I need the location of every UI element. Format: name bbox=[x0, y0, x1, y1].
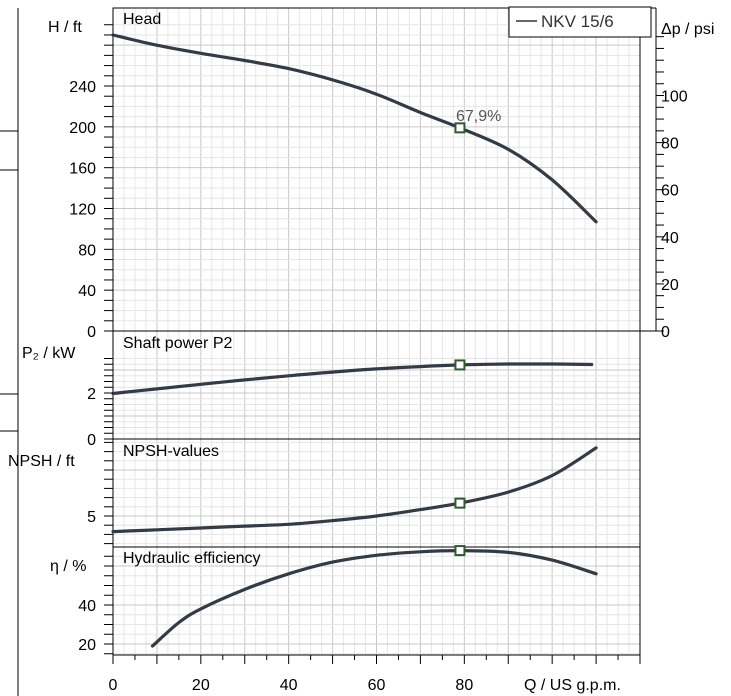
x-tick-label: 80 bbox=[455, 677, 473, 694]
x-axis-label: Q / US g.p.m. bbox=[524, 677, 621, 694]
x-tick-label: 0 bbox=[109, 677, 118, 694]
curves-layer bbox=[111, 33, 598, 648]
head-curve bbox=[111, 33, 598, 224]
x-tick-label: 40 bbox=[280, 677, 298, 694]
power-duty-point-marker bbox=[454, 359, 466, 371]
pressure-y-tick-label: 60 bbox=[661, 183, 679, 200]
efficiency-y-tick-label: 40 bbox=[78, 598, 96, 615]
pressure-y-axis-label: Δp / psi bbox=[661, 21, 714, 38]
npsh-curve bbox=[111, 446, 598, 534]
head-duty-point-marker bbox=[454, 122, 466, 134]
efficiency-y-axis-label: η / % bbox=[50, 558, 86, 575]
power-y-tick-label: 0 bbox=[87, 432, 96, 449]
efficiency-panel-title: Hydraulic efficiency bbox=[123, 550, 261, 567]
x-tick-label: 20 bbox=[192, 677, 210, 694]
efficiency-y-tick-label: 20 bbox=[78, 637, 96, 654]
legend: NKV 15/6 bbox=[508, 6, 652, 38]
power-y-tick-label: 2 bbox=[87, 386, 96, 403]
npsh-panel-title: NPSH-values bbox=[123, 443, 219, 460]
head-y-axis-label: H / ft bbox=[48, 19, 82, 36]
npsh-y-axis-label: NPSH / ft bbox=[8, 453, 75, 470]
head-y-tick-label: 200 bbox=[69, 120, 96, 137]
efficiency-curve bbox=[150, 548, 598, 648]
head-y-tick-label: 40 bbox=[78, 283, 96, 300]
head-y-tick-label: 0 bbox=[87, 324, 96, 341]
head-panel-title: Head bbox=[123, 11, 161, 28]
x-tick-label: 60 bbox=[368, 677, 386, 694]
ticks-layer: 0 40 80 120 160 200 240 0 2 5 20 40 0 20 40 60 80 100 0 20 4… bbox=[69, 24, 688, 694]
pressure-y-tick-label: 100 bbox=[661, 89, 688, 106]
legend-series-name: NKV 15/6 bbox=[541, 12, 614, 31]
pressure-y-tick-label: 20 bbox=[661, 277, 679, 294]
pressure-y-tick-label: 40 bbox=[661, 230, 679, 247]
legend-box bbox=[508, 6, 652, 38]
pressure-y-tick-label: 0 bbox=[661, 324, 670, 341]
npsh-y-tick-label: 5 bbox=[87, 509, 96, 526]
head-y-tick-label: 80 bbox=[78, 242, 96, 259]
power-panel-title: Shaft power P2 bbox=[123, 335, 233, 352]
power-y-axis-label: P₂ / kW bbox=[22, 345, 76, 362]
head-y-tick-label: 120 bbox=[69, 202, 96, 219]
efficiency-duty-point-marker bbox=[454, 545, 466, 557]
head-y-tick-label: 240 bbox=[69, 79, 96, 96]
npsh-duty-point-marker bbox=[454, 497, 466, 509]
power-curve bbox=[111, 362, 594, 396]
duty-point-efficiency-label: 67,9% bbox=[456, 108, 501, 125]
pressure-y-tick-label: 80 bbox=[661, 136, 679, 153]
head-y-tick-label: 160 bbox=[69, 161, 96, 178]
panel-frames bbox=[0, 7, 657, 696]
